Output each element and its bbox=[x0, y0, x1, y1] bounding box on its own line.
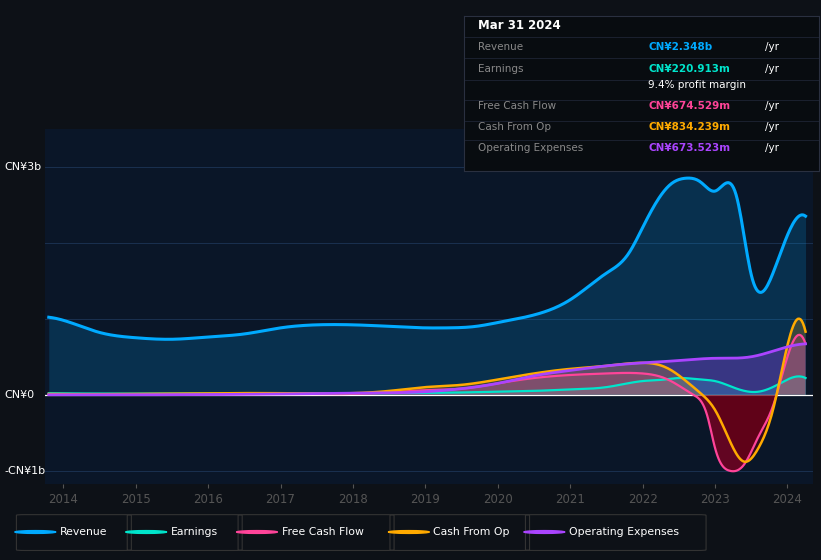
Text: Revenue: Revenue bbox=[478, 42, 523, 52]
Text: Cash From Op: Cash From Op bbox=[478, 122, 551, 132]
Text: CN¥3b: CN¥3b bbox=[4, 162, 41, 172]
Text: /yr: /yr bbox=[765, 101, 779, 111]
Circle shape bbox=[524, 531, 565, 533]
Text: Cash From Op: Cash From Op bbox=[433, 527, 510, 537]
Text: Operating Expenses: Operating Expenses bbox=[569, 527, 679, 537]
Text: Earnings: Earnings bbox=[478, 64, 524, 74]
Circle shape bbox=[15, 531, 56, 533]
Text: Mar 31 2024: Mar 31 2024 bbox=[478, 19, 561, 32]
Text: /yr: /yr bbox=[765, 122, 779, 132]
Circle shape bbox=[236, 531, 277, 533]
Text: Earnings: Earnings bbox=[171, 527, 218, 537]
Text: CN¥674.529m: CN¥674.529m bbox=[649, 101, 731, 111]
Text: -CN¥1b: -CN¥1b bbox=[4, 466, 45, 476]
Text: Free Cash Flow: Free Cash Flow bbox=[478, 101, 556, 111]
Text: CN¥673.523m: CN¥673.523m bbox=[649, 143, 731, 153]
Text: CN¥834.239m: CN¥834.239m bbox=[649, 122, 731, 132]
Text: /yr: /yr bbox=[765, 42, 779, 52]
Text: CN¥220.913m: CN¥220.913m bbox=[649, 64, 730, 74]
Text: 9.4% profit margin: 9.4% profit margin bbox=[649, 80, 746, 90]
Text: /yr: /yr bbox=[765, 143, 779, 153]
Text: Revenue: Revenue bbox=[60, 527, 108, 537]
Text: Free Cash Flow: Free Cash Flow bbox=[282, 527, 364, 537]
Text: CN¥0: CN¥0 bbox=[4, 390, 34, 400]
Circle shape bbox=[388, 531, 429, 533]
Text: Operating Expenses: Operating Expenses bbox=[478, 143, 583, 153]
Circle shape bbox=[126, 531, 167, 533]
Text: CN¥2.348b: CN¥2.348b bbox=[649, 42, 713, 52]
Text: /yr: /yr bbox=[765, 64, 779, 74]
